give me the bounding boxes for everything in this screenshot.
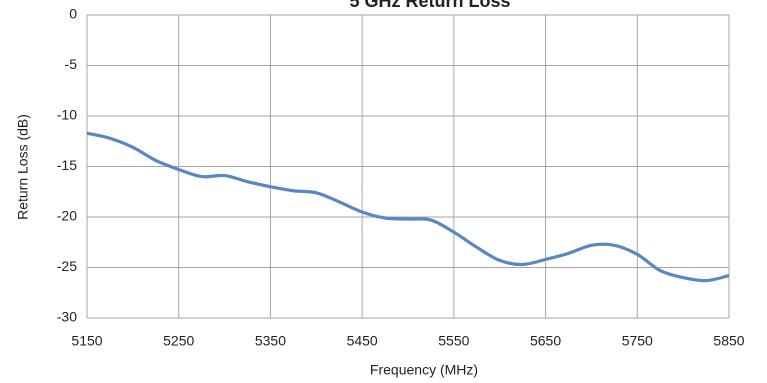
y-tick-label: -25 (57, 258, 77, 274)
x-tick-label: 5450 (347, 333, 378, 349)
x-tick-label: 5350 (255, 333, 286, 349)
y-tick-label: -15 (57, 157, 77, 173)
x-tick-label: 5550 (438, 333, 469, 349)
data-line (86, 131, 730, 283)
y-tick-label: 0 (69, 6, 77, 22)
x-tick-label: 5750 (622, 333, 653, 349)
x-tick-label: 5250 (163, 333, 194, 349)
y-axis-label: Return Loss (dB) (15, 114, 31, 220)
x-tick-label: 5650 (530, 333, 561, 349)
chart-title: 5 GHz Return Loss (349, 0, 510, 11)
x-axis-label: Frequency (MHz) (370, 362, 478, 378)
x-tick-label: 5850 (713, 333, 744, 349)
y-tick-label: -20 (57, 208, 77, 224)
y-tick-label: -5 (65, 56, 78, 72)
y-tick-label: -10 (57, 107, 77, 123)
x-tick-label: 5150 (71, 333, 102, 349)
y-tick-label: -30 (57, 309, 77, 325)
